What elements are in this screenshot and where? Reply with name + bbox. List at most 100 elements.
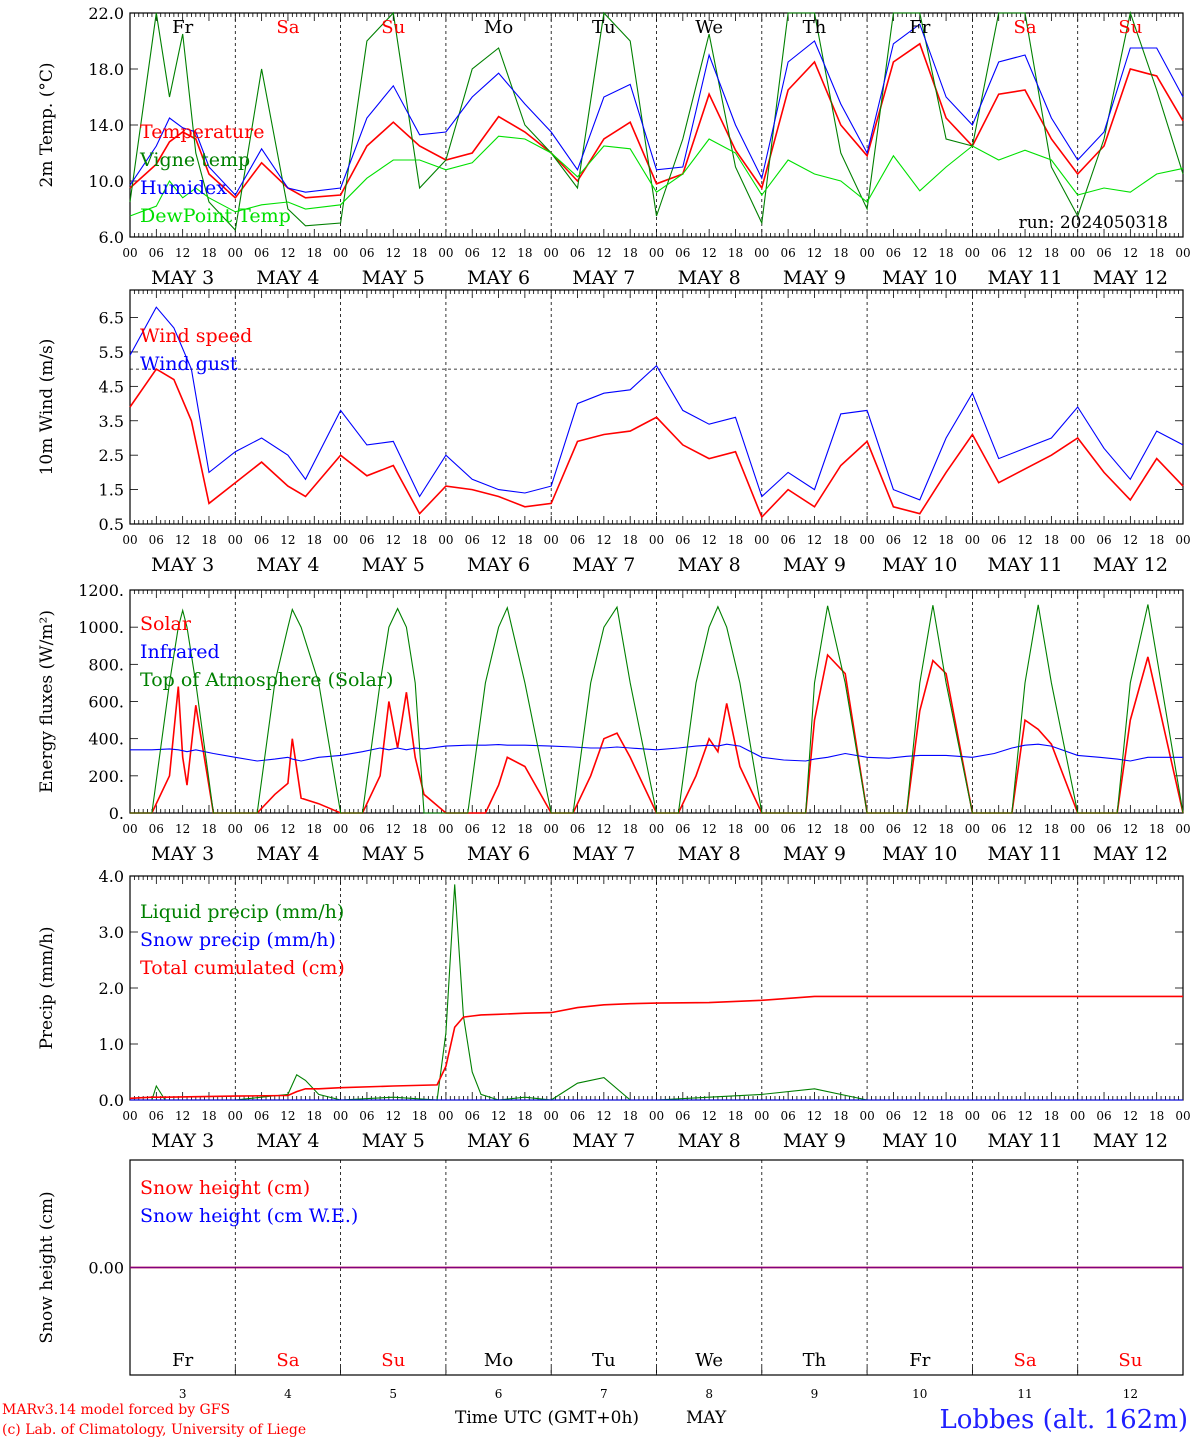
legend-entry: Snow height (cm) (140, 1177, 310, 1199)
hour-label: 18 (517, 822, 532, 836)
date-label: MAY 3 (151, 843, 214, 865)
station-name: Lobbes (alt. 162m) (939, 1405, 1188, 1435)
hour-label: 00 (438, 822, 453, 836)
hour-label: 00 (333, 1109, 348, 1123)
hour-label: 06 (991, 246, 1006, 260)
hour-label: 06 (359, 1109, 374, 1123)
day-number: 3 (179, 1387, 187, 1401)
date-label: MAY 10 (882, 554, 957, 576)
hour-label: 06 (886, 533, 901, 547)
hour-label: 00 (333, 822, 348, 836)
hour-label: 00 (122, 533, 137, 547)
day-name: Th (803, 1350, 827, 1371)
hour-label: 18 (412, 533, 427, 547)
date-label: MAY 5 (362, 1130, 425, 1152)
date-label: MAY 4 (256, 843, 319, 865)
hour-label: 06 (465, 1109, 480, 1123)
series-line (129, 135, 1184, 217)
ytick-label: 2.0 (99, 979, 124, 998)
hour-label: 12 (175, 533, 190, 547)
hour-label: 18 (938, 1109, 953, 1123)
legend-entry: Top of Atmosphere (Solar) (140, 669, 393, 691)
run-label: run: 2024050318 (1019, 213, 1168, 233)
hour-label: 00 (544, 822, 559, 836)
hour-label: 18 (307, 822, 322, 836)
ytick-label: 6.0 (99, 228, 124, 247)
hour-label: 12 (1123, 533, 1138, 547)
hour-label: 12 (912, 533, 927, 547)
date-label: MAY 8 (678, 554, 741, 576)
hour-label: 00 (754, 822, 769, 836)
day-name: Fr (172, 17, 193, 38)
hour-label: 12 (912, 1109, 927, 1123)
hour-label: 18 (412, 1109, 427, 1123)
hour-label: 18 (938, 822, 953, 836)
hour-label: 00 (965, 533, 980, 547)
hour-label: 12 (702, 533, 717, 547)
hour-label: 06 (675, 533, 690, 547)
series-line (129, 995, 1183, 1100)
day-name: Sa (1014, 17, 1037, 38)
hour-label: 06 (570, 1109, 585, 1123)
hour-label: 06 (1096, 822, 1111, 836)
hour-label: 06 (570, 822, 585, 836)
ytick-label: 0.5 (99, 515, 124, 534)
hour-label: 06 (886, 1109, 901, 1123)
hour-label: 00 (544, 1109, 559, 1123)
xaxis-title: Time UTC (GMT+0h) (455, 1408, 639, 1428)
hour-label: 00 (1175, 822, 1190, 836)
hour-label: 18 (1044, 533, 1059, 547)
hour-label: 18 (412, 246, 427, 260)
date-label: MAY 9 (783, 554, 846, 576)
panel-4: 0.0 1.0 2.0 3.0 4.0 Precip (mm/h) Liquid preci… (37, 867, 1191, 1152)
hour-label: 18 (1044, 246, 1059, 260)
day-name: Fr (172, 1350, 193, 1371)
hour-ticks (129, 876, 1184, 1100)
day-number: 6 (495, 1387, 503, 1401)
series-line (129, 42, 1184, 199)
hour-label: 06 (254, 246, 269, 260)
legend-entry: Snow precip (mm/h) (140, 929, 336, 951)
hour-label: 12 (175, 246, 190, 260)
series-line (129, 10, 1184, 232)
hour-label: 18 (517, 1109, 532, 1123)
hour-label: 00 (438, 1109, 453, 1123)
hour-label: 18 (623, 822, 638, 836)
date-label: MAY 11 (987, 1130, 1062, 1152)
hour-label: 18 (728, 822, 743, 836)
hour-label: 00 (333, 533, 348, 547)
date-label: MAY 10 (882, 267, 957, 289)
hour-label: 18 (1044, 822, 1059, 836)
hour-label: 06 (149, 246, 164, 260)
hour-label: 18 (728, 533, 743, 547)
hour-label: 06 (991, 822, 1006, 836)
date-label: MAY 4 (256, 1130, 319, 1152)
hour-label: 12 (807, 246, 822, 260)
date-label: MAY 3 (151, 267, 214, 289)
ytick-label: 0.0 (99, 1091, 124, 1110)
panel-1: 6.0 10.0 14.0 18.0 22.0 2m Temp. (°C) Temperat… (37, 4, 1191, 289)
day-name: We (695, 1350, 723, 1371)
hour-label: 06 (1096, 533, 1111, 547)
ylabel: Precip (mm/h) (37, 926, 57, 1049)
legend-entry: Snow height (cm W.E.) (140, 1205, 358, 1227)
hour-label: 06 (1096, 246, 1111, 260)
date-label: MAY 5 (362, 267, 425, 289)
hour-label: 06 (675, 822, 690, 836)
hour-label: 06 (991, 1109, 1006, 1123)
hour-label: 12 (386, 533, 401, 547)
hour-label: 12 (491, 246, 506, 260)
ytick-label: 400. (88, 730, 124, 749)
hour-label: 12 (280, 533, 295, 547)
ytick-label: 4.5 (99, 377, 124, 396)
series-line (130, 743, 1183, 762)
panel-5: 0.00 Snow height (cm) Snow height (cm) Snow… (37, 1159, 1184, 1401)
hour-label: 12 (386, 822, 401, 836)
hour-label: 06 (149, 822, 164, 836)
hour-label: 06 (991, 533, 1006, 547)
day-name: Fr (909, 1350, 930, 1371)
model-credit: MARv3.14 model forced by GFS (2, 1402, 230, 1418)
hour-ticks (129, 13, 1184, 237)
ylabel: 10m Wind (m/s) (37, 339, 57, 476)
date-label: MAY 9 (783, 267, 846, 289)
